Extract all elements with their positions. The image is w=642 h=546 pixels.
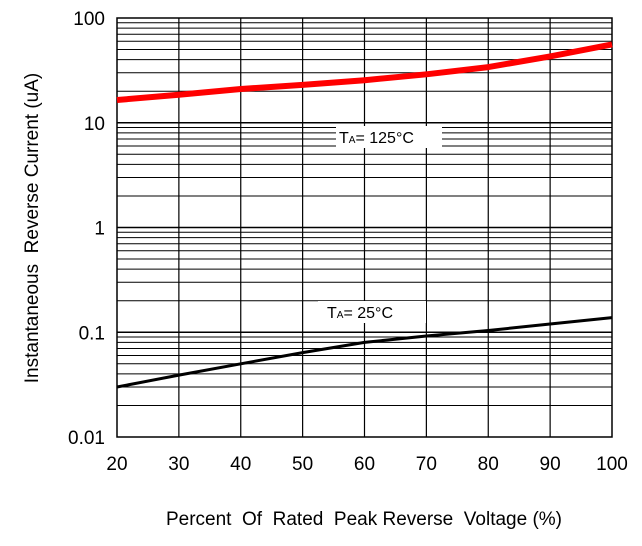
y-tick-label: 1 xyxy=(94,219,105,240)
annotation-25c: TA= 25°C xyxy=(327,305,393,322)
x-tick-label: 70 xyxy=(416,454,437,475)
plot-frame xyxy=(116,17,613,438)
annotation-25c-background xyxy=(318,301,426,323)
series-layer xyxy=(116,41,613,389)
x-tick-label: 80 xyxy=(478,454,499,475)
annotation-125c-background xyxy=(336,126,442,148)
x-axis-label: Percent Of Rated Peak Reverse Voltage (%… xyxy=(166,509,562,530)
x-tick-label: 60 xyxy=(354,454,375,475)
x-tick-label: 100 xyxy=(596,454,628,475)
y-tick-label: 0.01 xyxy=(68,428,105,449)
x-tick-label: 50 xyxy=(292,454,313,475)
y-tick-label: 0.1 xyxy=(79,323,105,344)
series-line-125c xyxy=(116,41,613,103)
series-line-25c xyxy=(116,316,613,389)
annotation-125c-sub: A xyxy=(349,135,356,146)
y-tick-label: 100 xyxy=(73,9,105,30)
x-tick-label: 20 xyxy=(106,454,127,475)
annotation-125c: TA= 125°C xyxy=(339,130,414,147)
x-tick-label: 40 xyxy=(230,454,251,475)
x-tick-label: 90 xyxy=(540,454,561,475)
y-tick-label: 10 xyxy=(84,114,105,135)
annotation-125c-t: T xyxy=(339,130,349,147)
annotation-25c-t: T xyxy=(327,305,337,322)
x-tick-label: 30 xyxy=(168,454,189,475)
annotation-25c-sub: A xyxy=(337,310,344,321)
x-tick-labels: 20 30 40 50 60 70 80 90 100 xyxy=(106,454,627,475)
annotation-125c-value: = 125°C xyxy=(355,130,413,147)
y-axis-label: Instantaneous Reverse Current (uA) xyxy=(22,73,43,384)
y-tick-labels: 0.01 0.1 1 10 100 xyxy=(68,9,105,449)
annotation-25c-value: = 25°C xyxy=(343,305,393,322)
